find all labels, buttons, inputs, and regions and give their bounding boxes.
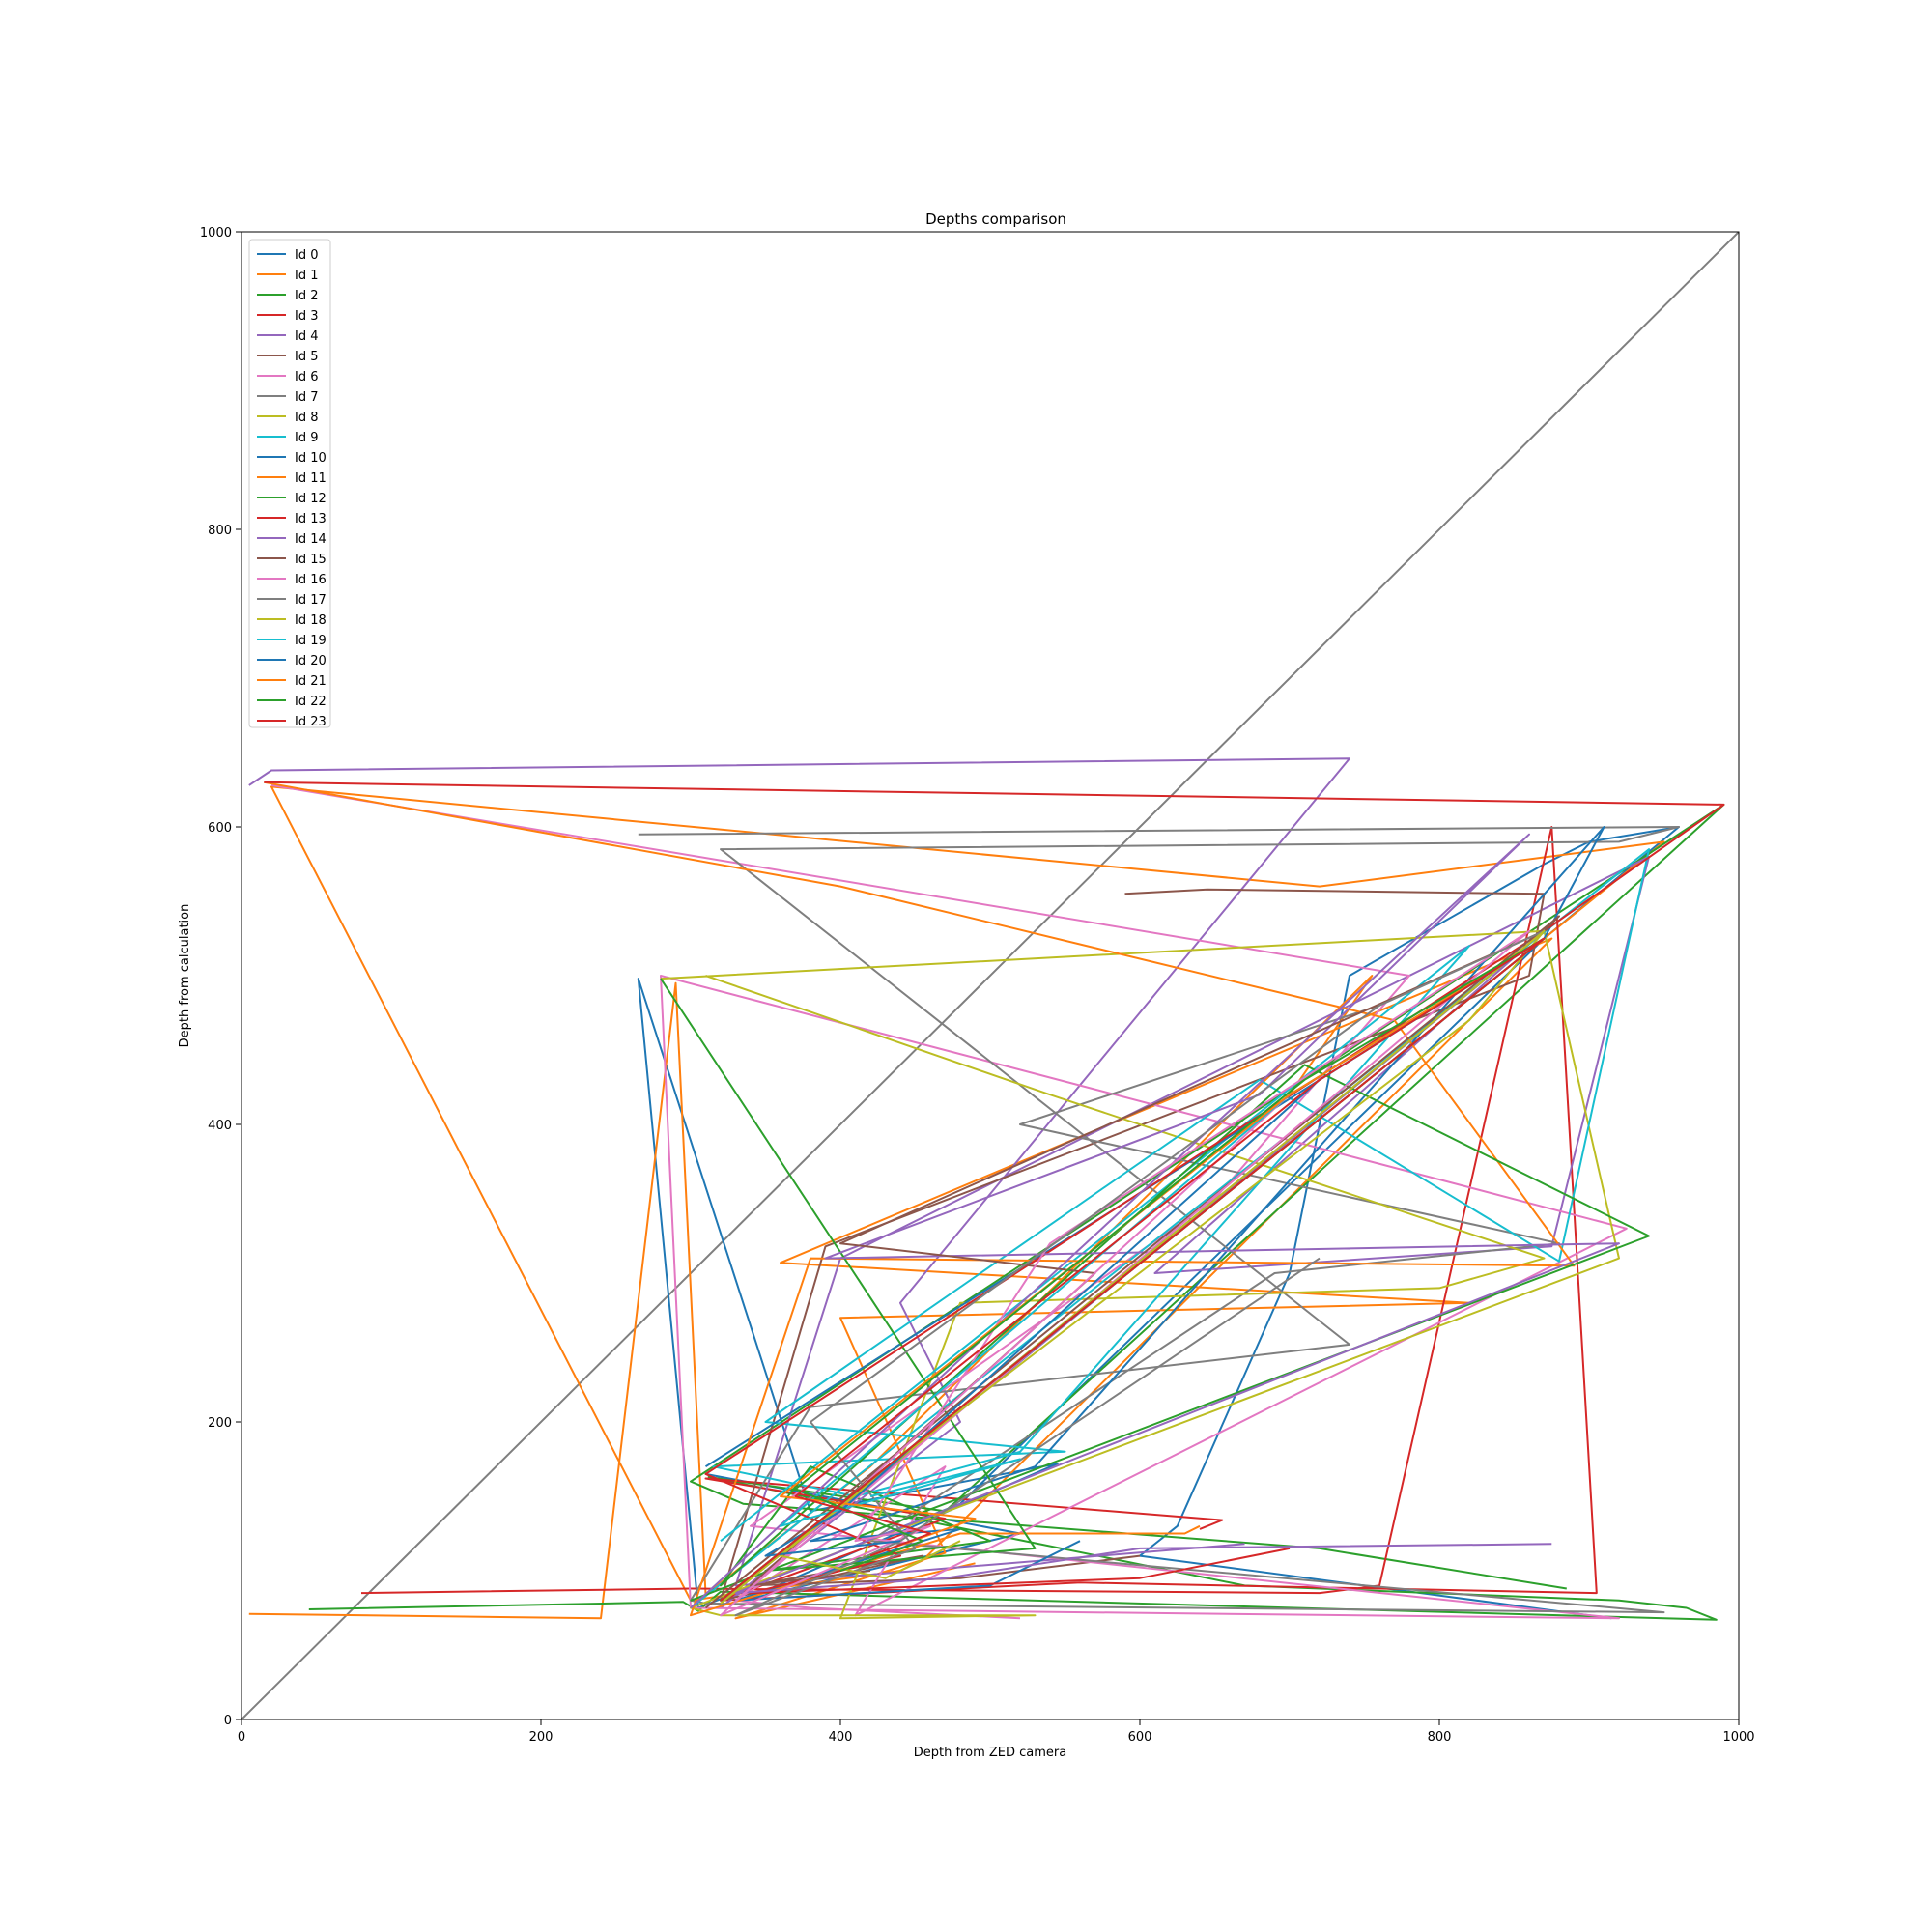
legend-label: Id 23	[295, 715, 327, 729]
x-tick-label: 400	[829, 1730, 853, 1745]
reference-diagonal-line	[242, 232, 1739, 1719]
legend-label: Id 19	[295, 634, 327, 648]
legend-label: Id 8	[295, 411, 319, 425]
legend-label: Id 2	[295, 289, 319, 303]
plot-frame	[241, 231, 1740, 1720]
legend-label: Id 13	[295, 512, 327, 526]
x-tick-label: 600	[1128, 1730, 1152, 1745]
x-axis-label: Depth from ZED camera	[914, 1746, 1066, 1760]
legend-label: Id 12	[295, 492, 327, 506]
legend-label: Id 16	[295, 573, 327, 587]
series-line-id-18	[720, 929, 1546, 1605]
legend-label: Id 3	[295, 309, 319, 324]
y-tick-label: 0	[224, 1714, 232, 1728]
legend-label: Id 9	[295, 431, 319, 445]
series-line-id-10	[704, 826, 1605, 1602]
series-group	[248, 757, 1725, 1621]
legend-label: Id 22	[295, 695, 327, 709]
legend-label: Id 10	[295, 451, 327, 466]
y-tick-label: 1000	[200, 226, 232, 241]
legend-label: Id 17	[295, 593, 327, 608]
y-tick-label: 800	[208, 524, 232, 538]
series-line-id-12	[660, 978, 1650, 1602]
y-tick-label: 400	[208, 1119, 232, 1133]
legend-label: Id 7	[295, 390, 319, 405]
chart-title: Depths comparison	[925, 211, 1066, 228]
y-tick-label: 600	[208, 821, 232, 836]
series-line-id-8	[660, 929, 1620, 1620]
legend-label: Id 0	[295, 248, 319, 263]
x-tick-label: 0	[238, 1730, 245, 1745]
plot-area	[242, 232, 1739, 1719]
series-line-id-15	[704, 915, 1560, 1609]
legend: Id 0 Id 1 Id 2 Id 3 Id 4 Id 5 Id 6 Id 7 Id 8 Id 9…	[248, 239, 331, 729]
x-axis: 0 200 400 600 800 1000	[238, 1719, 1755, 1745]
legend-label: Id 18	[295, 613, 327, 628]
legend-label: Id 4	[295, 329, 319, 344]
legend-label: Id 11	[295, 471, 327, 486]
legend-label: Id 21	[295, 674, 327, 689]
series-line-id-23	[720, 937, 1546, 1602]
series-line-id-13	[264, 781, 1725, 1595]
x-tick-label: 200	[529, 1730, 554, 1745]
x-tick-label: 1000	[1722, 1730, 1754, 1745]
legend-label: Id 14	[295, 532, 327, 547]
series-line-id-14	[690, 833, 1620, 1609]
series-line-id-16	[720, 929, 1530, 1617]
x-tick-label: 800	[1428, 1730, 1452, 1745]
legend-label: Id 20	[295, 654, 327, 668]
y-axis-label: Depth from calculation	[178, 904, 192, 1048]
legend-label: Id 5	[295, 350, 319, 364]
series-line-id-9	[690, 848, 1650, 1609]
y-axis: 0 200 400 600 800 1000	[200, 226, 242, 1728]
series-line-id-11	[264, 781, 1576, 1617]
y-tick-label: 200	[208, 1416, 232, 1431]
legend-label: Id 6	[295, 370, 319, 384]
legend-box	[248, 239, 331, 728]
legend-label: Id 1	[295, 269, 319, 283]
legend-items: Id 0 Id 1 Id 2 Id 3 Id 4 Id 5 Id 6 Id 7 Id 8 Id 9…	[257, 248, 327, 729]
legend-label: Id 15	[295, 553, 327, 567]
